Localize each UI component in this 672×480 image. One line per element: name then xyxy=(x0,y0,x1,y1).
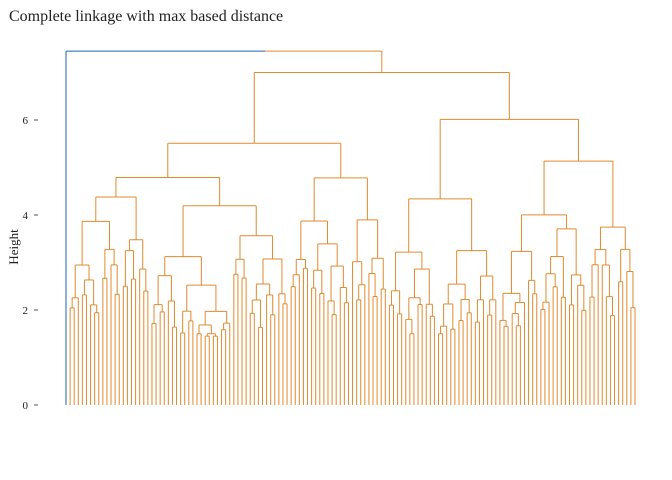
y-tick-label: 2 xyxy=(23,305,29,317)
dendrogram-tree xyxy=(65,50,636,405)
y-tick-label: 0 xyxy=(23,400,29,412)
y-axis: 0 2 4 6 xyxy=(23,115,38,412)
y-tick-label: 4 xyxy=(23,210,29,222)
chart-title: Complete linkage with max based distance xyxy=(9,8,283,25)
y-tick-label: 6 xyxy=(23,115,29,127)
y-axis-label: Height xyxy=(6,229,21,265)
